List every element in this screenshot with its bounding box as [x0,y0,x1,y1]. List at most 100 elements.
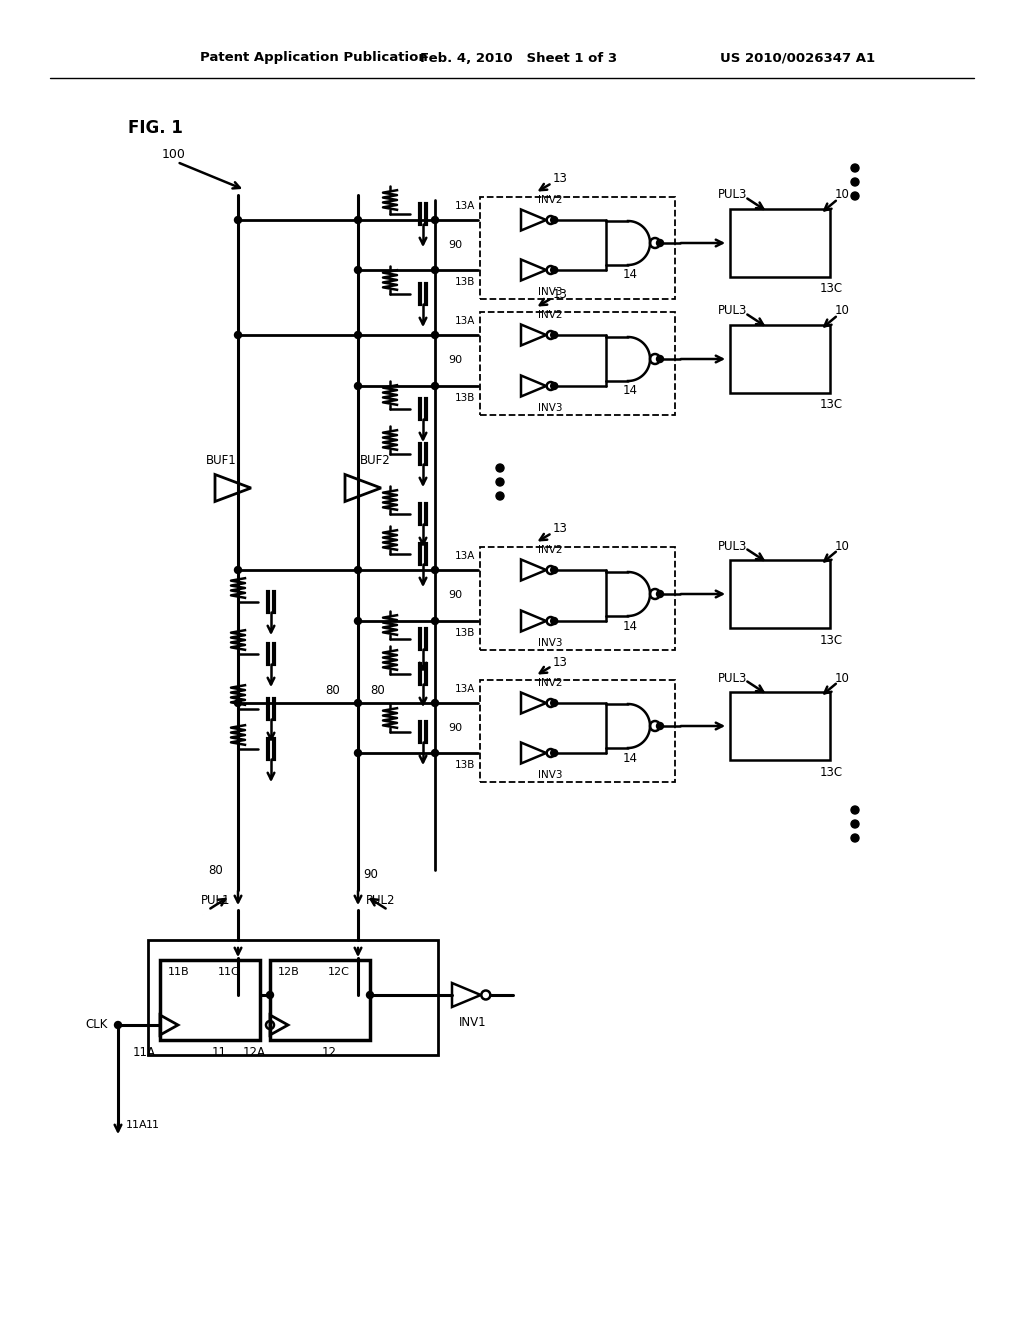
Circle shape [354,700,361,706]
Text: 90: 90 [447,590,462,601]
Circle shape [115,1022,122,1028]
Text: 10: 10 [835,672,850,685]
Circle shape [431,331,438,338]
Text: 11A: 11A [126,1119,147,1130]
Text: 90: 90 [447,723,462,733]
Text: 12: 12 [322,1045,337,1059]
Circle shape [367,991,374,998]
Circle shape [234,331,242,338]
Text: 13B: 13B [455,760,475,770]
Circle shape [266,991,273,998]
Circle shape [656,722,664,730]
Circle shape [851,178,859,186]
Circle shape [354,750,361,756]
Text: BUF2: BUF2 [360,454,391,466]
Text: INV3: INV3 [538,286,562,297]
Circle shape [431,750,438,756]
Text: 100: 100 [162,149,186,161]
Text: 10: 10 [835,189,850,202]
Text: 10: 10 [835,540,850,553]
Circle shape [551,331,558,338]
Text: 12C: 12C [328,968,350,977]
Bar [730,325,830,393]
Text: 13: 13 [553,523,567,536]
Text: PUL3: PUL3 [718,540,748,553]
Circle shape [551,267,558,273]
Text: PUL2: PUL2 [366,894,395,907]
Text: INV3: INV3 [538,770,562,780]
Text: 90: 90 [447,355,462,366]
Text: 80: 80 [326,684,340,697]
Circle shape [354,618,361,624]
Bar [730,560,830,628]
Text: INV2: INV2 [538,678,562,688]
Text: 80: 80 [208,863,223,876]
Circle shape [656,355,664,363]
Text: 11: 11 [146,1119,160,1130]
Circle shape [551,618,558,624]
Text: 13A: 13A [455,315,475,326]
Text: INV2: INV2 [538,195,562,205]
Text: 12B: 12B [278,968,300,977]
Circle shape [851,191,859,201]
Text: 13A: 13A [455,550,475,561]
Text: 14: 14 [623,268,638,281]
Text: 80: 80 [370,684,385,697]
Text: US 2010/0026347 A1: US 2010/0026347 A1 [720,51,876,65]
Text: 11C: 11C [218,968,240,977]
Text: 14: 14 [623,619,638,632]
Circle shape [851,820,859,828]
Circle shape [234,216,242,223]
Bar [270,960,370,1040]
Text: 13C: 13C [820,766,843,779]
Circle shape [496,478,504,486]
Text: INV2: INV2 [538,545,562,554]
Text: 90: 90 [447,240,462,249]
Text: 14: 14 [623,751,638,764]
Circle shape [354,216,361,223]
Circle shape [354,383,361,389]
Text: 13C: 13C [820,399,843,412]
Bar [480,546,675,649]
Bar [148,940,438,1055]
Text: PUL3: PUL3 [718,672,748,685]
Text: 13: 13 [553,656,567,668]
Circle shape [551,383,558,389]
Text: INV1: INV1 [459,1016,486,1030]
Circle shape [431,216,438,223]
Circle shape [354,566,361,573]
Text: 13B: 13B [455,628,475,638]
Circle shape [354,267,361,273]
Circle shape [496,492,504,500]
Text: 13A: 13A [455,684,475,694]
Text: PUL3: PUL3 [718,189,748,202]
Text: PUL3: PUL3 [718,305,748,318]
Text: 10: 10 [835,305,850,318]
Circle shape [431,267,438,273]
Text: 13: 13 [553,173,567,186]
Circle shape [431,383,438,389]
Text: INV2: INV2 [538,310,562,319]
Circle shape [431,618,438,624]
Bar [480,197,675,300]
Bar [480,680,675,781]
Text: 13B: 13B [455,393,475,403]
Circle shape [851,164,859,172]
Text: 12A: 12A [243,1045,266,1059]
Circle shape [431,700,438,706]
Text: PUL1: PUL1 [201,894,230,907]
Circle shape [234,566,242,573]
Bar [730,209,830,277]
Text: 13: 13 [553,288,567,301]
Text: 14: 14 [623,384,638,397]
Text: 11A: 11A [133,1045,156,1059]
Circle shape [551,750,558,756]
Circle shape [551,566,558,573]
Bar [480,312,675,414]
Text: 13B: 13B [455,277,475,286]
Text: 13A: 13A [455,201,475,211]
Text: INV3: INV3 [538,403,562,413]
Circle shape [551,700,558,706]
Bar [730,692,830,760]
Text: INV3: INV3 [538,638,562,648]
